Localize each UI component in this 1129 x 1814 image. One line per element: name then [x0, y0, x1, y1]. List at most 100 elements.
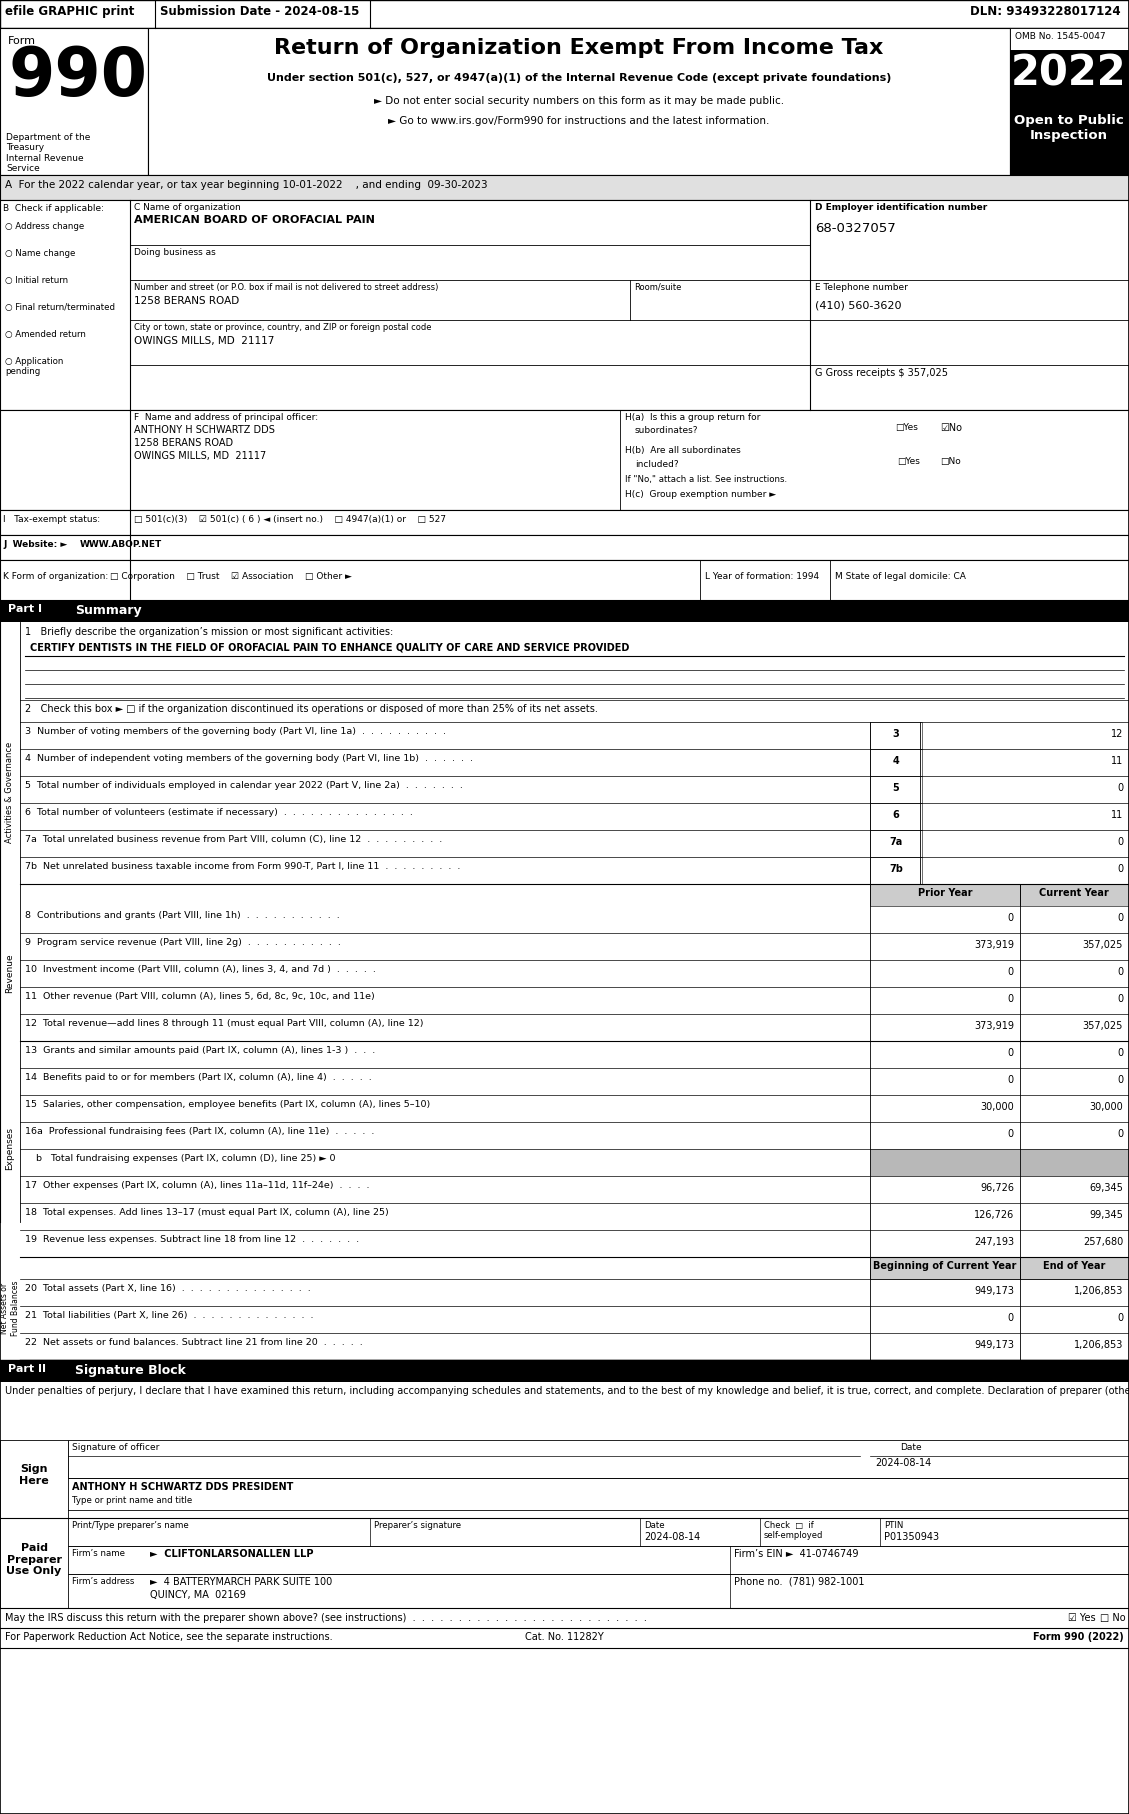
Text: 10  Investment income (Part VIII, column (A), lines 3, 4, and 7d )  .  .  .  .  : 10 Investment income (Part VIII, column …: [25, 965, 376, 974]
Text: Summary: Summary: [75, 604, 141, 617]
Text: 2024-08-14: 2024-08-14: [644, 1533, 700, 1542]
Bar: [870, 804, 922, 831]
Text: 20  Total assets (Part X, line 16)  .  .  .  .  .  .  .  .  .  .  .  .  .  .  .: 20 Total assets (Part X, line 16) . . . …: [25, 1284, 310, 1293]
Text: 2024-08-14: 2024-08-14: [875, 1458, 931, 1468]
Text: D Employer identification number: D Employer identification number: [815, 203, 987, 212]
Text: subordinates?: subordinates?: [634, 426, 699, 435]
Text: 1258 BERANS ROAD: 1258 BERANS ROAD: [134, 437, 233, 448]
Text: May the IRS discuss this return with the preparer shown above? (see instructions: May the IRS discuss this return with the…: [5, 1613, 647, 1624]
Text: Firm’s name: Firm’s name: [72, 1549, 125, 1558]
Text: Check  □  if
self-employed: Check □ if self-employed: [764, 1520, 823, 1540]
Text: ☑ Yes: ☑ Yes: [1068, 1613, 1095, 1624]
Text: PTIN: PTIN: [884, 1520, 903, 1529]
Bar: [870, 1148, 1019, 1175]
Text: Doing business as: Doing business as: [134, 249, 216, 258]
Text: 357,025: 357,025: [1083, 1021, 1123, 1030]
Text: ○ Application
pending: ○ Application pending: [5, 357, 63, 375]
Bar: [148, 27, 1010, 174]
Text: Part I: Part I: [8, 604, 42, 613]
Bar: [0, 535, 1129, 561]
Text: 0: 0: [1117, 1076, 1123, 1085]
Bar: [68, 1518, 1129, 1546]
Text: OWINGS MILLS, MD  21117: OWINGS MILLS, MD 21117: [134, 336, 274, 346]
Text: Submission Date - 2024-08-15: Submission Date - 2024-08-15: [160, 5, 359, 18]
Bar: [0, 561, 1129, 600]
Bar: [20, 883, 1129, 905]
Text: 5  Total number of individuals employed in calendar year 2022 (Part V, line 2a) : 5 Total number of individuals employed i…: [25, 782, 463, 791]
Text: 21  Total liabilities (Part X, line 26)  .  .  .  .  .  .  .  .  .  .  .  .  .  : 21 Total liabilities (Part X, line 26) .…: [25, 1312, 314, 1321]
Text: 0: 0: [1008, 1048, 1014, 1058]
Text: 11: 11: [1111, 756, 1123, 766]
Text: Cat. No. 11282Y: Cat. No. 11282Y: [525, 1633, 603, 1642]
Text: 68-0327057: 68-0327057: [815, 221, 895, 236]
Text: 1258 BERANS ROAD: 1258 BERANS ROAD: [134, 296, 239, 307]
Text: If "No," attach a list. See instructions.: If "No," attach a list. See instructions…: [625, 475, 787, 484]
Text: Print/Type preparer’s name: Print/Type preparer’s name: [72, 1520, 189, 1529]
Bar: [870, 856, 922, 883]
Text: 0: 0: [1117, 836, 1123, 847]
Text: K Form of organization:: K Form of organization:: [3, 571, 108, 580]
Text: (410) 560-3620: (410) 560-3620: [815, 299, 901, 310]
Text: 15  Salaries, other compensation, employee benefits (Part IX, column (A), lines : 15 Salaries, other compensation, employe…: [25, 1099, 430, 1108]
Text: Signature of officer: Signature of officer: [72, 1442, 159, 1451]
Text: 257,680: 257,680: [1083, 1237, 1123, 1246]
Text: 1,206,853: 1,206,853: [1074, 1286, 1123, 1295]
Text: Firm’s address: Firm’s address: [72, 1576, 134, 1585]
Text: 6  Total number of volunteers (estimate if necessary)  .  .  .  .  .  .  .  .  .: 6 Total number of volunteers (estimate i…: [25, 807, 413, 816]
Text: C Name of organization: C Name of organization: [134, 203, 240, 212]
Text: □No: □No: [940, 457, 961, 466]
Text: 0: 0: [1117, 784, 1123, 793]
Text: WWW.ABOP.NET: WWW.ABOP.NET: [80, 541, 163, 550]
Text: Under penalties of perjury, I declare that I have examined this return, includin: Under penalties of perjury, I declare th…: [5, 1386, 1129, 1397]
Text: P01350943: P01350943: [884, 1533, 939, 1542]
Bar: [0, 1440, 68, 1518]
Text: A  For the 2022 calendar year, or tax year beginning 10-01-2022    , and ending : A For the 2022 calendar year, or tax yea…: [5, 180, 488, 190]
Text: Part II: Part II: [8, 1364, 46, 1373]
Text: 12  Total revenue—add lines 8 through 11 (must equal Part VIII, column (A), line: 12 Total revenue—add lines 8 through 11 …: [25, 1019, 423, 1029]
Text: 0: 0: [1008, 1076, 1014, 1085]
Text: 22  Net assets or fund balances. Subtract line 21 from line 20  .  .  .  .  .: 22 Net assets or fund balances. Subtract…: [25, 1339, 362, 1348]
Text: 7b  Net unrelated business taxable income from Form 990-T, Part I, line 11  .  .: 7b Net unrelated business taxable income…: [25, 862, 461, 871]
Text: 0: 0: [1117, 967, 1123, 978]
Text: Revenue: Revenue: [6, 954, 15, 994]
Text: 990: 990: [8, 44, 147, 111]
Bar: [1019, 1148, 1129, 1175]
Text: Expenses: Expenses: [6, 1128, 15, 1170]
Bar: [0, 510, 1129, 535]
Bar: [1019, 883, 1129, 905]
Text: 5: 5: [893, 784, 900, 793]
Text: □ Corporation    □ Trust    ☑ Association    □ Other ►: □ Corporation □ Trust ☑ Association □ Ot…: [110, 571, 352, 580]
Bar: [0, 1518, 68, 1607]
Text: 19  Revenue less expenses. Subtract line 18 from line 12  .  .  .  .  .  .  .: 19 Revenue less expenses. Subtract line …: [25, 1235, 359, 1244]
Text: 4: 4: [893, 756, 900, 766]
Text: Net Assets or
Fund Balances: Net Assets or Fund Balances: [0, 1281, 19, 1337]
Text: Paid
Preparer
Use Only: Paid Preparer Use Only: [7, 1544, 62, 1576]
Text: ☑No: ☑No: [940, 423, 962, 434]
Text: F  Name and address of principal officer:: F Name and address of principal officer:: [134, 414, 318, 423]
Text: Activities & Governance: Activities & Governance: [6, 742, 15, 844]
Text: 126,726: 126,726: [973, 1210, 1014, 1221]
Text: Sign
Here: Sign Here: [19, 1464, 49, 1486]
Text: OMB No. 1545-0047: OMB No. 1545-0047: [1015, 33, 1105, 42]
Text: L Year of formation: 1994: L Year of formation: 1994: [704, 571, 820, 580]
Text: Preparer’s signature: Preparer’s signature: [374, 1520, 461, 1529]
Text: 373,919: 373,919: [974, 940, 1014, 951]
Text: ►  CLIFTONLARSONALLEN LLP: ► CLIFTONLARSONALLEN LLP: [150, 1549, 314, 1558]
Text: 357,025: 357,025: [1083, 940, 1123, 951]
Text: 0: 0: [1117, 994, 1123, 1003]
Text: 0: 0: [1117, 912, 1123, 923]
Text: 7a  Total unrelated business revenue from Part VIII, column (C), line 12  .  .  : 7a Total unrelated business revenue from…: [25, 834, 443, 844]
Text: 0: 0: [1008, 1128, 1014, 1139]
Text: 69,345: 69,345: [1089, 1183, 1123, 1194]
Text: Firm’s EIN ►  41-0746749: Firm’s EIN ► 41-0746749: [734, 1549, 858, 1558]
Text: H(a)  Is this a group return for: H(a) Is this a group return for: [625, 414, 760, 423]
Text: 30,000: 30,000: [1089, 1101, 1123, 1112]
Text: 18  Total expenses. Add lines 13–17 (must equal Part IX, column (A), line 25): 18 Total expenses. Add lines 13–17 (must…: [25, 1208, 388, 1217]
Text: 0: 0: [1117, 1128, 1123, 1139]
Text: 9  Program service revenue (Part VIII, line 2g)  .  .  .  .  .  .  .  .  .  .  .: 9 Program service revenue (Part VIII, li…: [25, 938, 341, 947]
Text: 17  Other expenses (Part IX, column (A), lines 11a–11d, 11f–24e)  .  .  .  .: 17 Other expenses (Part IX, column (A), …: [25, 1181, 369, 1190]
Text: ○ Name change: ○ Name change: [5, 249, 76, 258]
Bar: [68, 1546, 1129, 1575]
Text: Form 990 (2022): Form 990 (2022): [1033, 1633, 1124, 1642]
Bar: [870, 831, 922, 856]
